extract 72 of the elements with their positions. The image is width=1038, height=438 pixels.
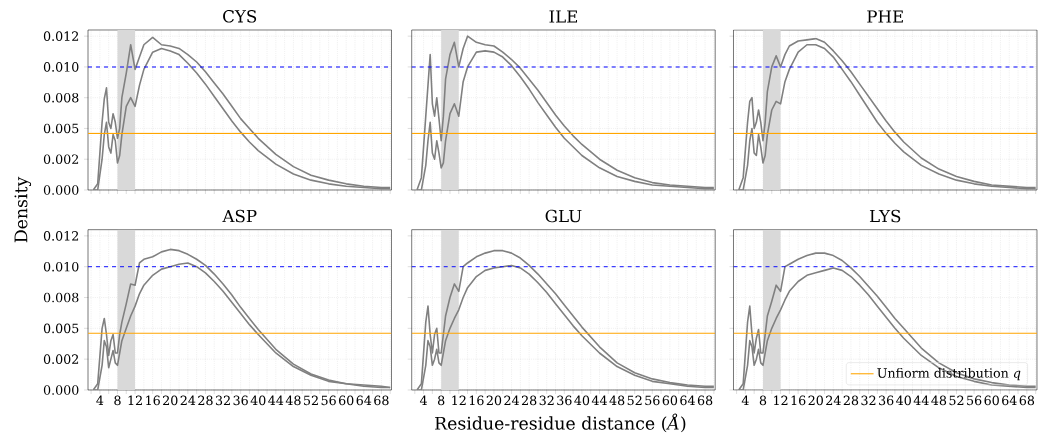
x-tick-label: 28 (843, 395, 859, 406)
x-tick-label: 8 (114, 395, 121, 406)
y-tick-label: 0.000 (43, 185, 79, 195)
y-tick-label: 0.010 (43, 261, 79, 272)
x-tick-label: 60 (984, 395, 999, 406)
chart-title: LYS (869, 209, 901, 223)
x-tick-label: 24 (180, 395, 196, 405)
x-tick-label: 60 (338, 395, 354, 406)
x-tick-label: 8 (438, 395, 445, 406)
y-tick-label: 0.000 (43, 385, 79, 395)
x-tick-label: 16 (469, 395, 484, 406)
x-tick-label: 32 (861, 395, 876, 406)
chart-title: PHE (867, 10, 903, 23)
x-tick-label: 4 (419, 395, 427, 405)
y-tick-label: 0.002 (43, 354, 79, 364)
x-tick-label: 32 (215, 395, 230, 406)
x-tick-label: 40 (896, 395, 911, 406)
x-tick-label: 16 (791, 395, 806, 406)
x-tick-label: 24 (826, 395, 841, 405)
y-tick-label: 0.005 (43, 323, 79, 334)
chart-title: ASP (222, 209, 257, 223)
x-tick-label: 48 (931, 395, 947, 406)
x-tick-label: 28 (521, 395, 537, 406)
chart-title: CYS (223, 10, 257, 23)
x-tick-label: 40 (250, 395, 266, 406)
legend-label: Unfiorm distribution q (877, 367, 1021, 381)
x-tick-label: 44 (591, 395, 607, 405)
x-tick-label: 68 (374, 395, 389, 406)
x-tick-label: 60 (662, 395, 678, 406)
x-tick-label: 64 (1002, 395, 1017, 406)
y-tick-label: 0.012 (43, 231, 79, 241)
x-tick-label: 52 (949, 395, 964, 406)
x-tick-label: 64 (356, 395, 372, 406)
x-tick-label: 12 (452, 395, 466, 405)
y-tick-label: 0.012 (43, 31, 79, 41)
x-tick-label: 20 (808, 395, 823, 406)
x-tick-label: 4 (741, 395, 749, 405)
x-tick-label: 4 (96, 395, 104, 405)
y-tick-label: 0.008 (43, 92, 79, 103)
x-tick-label: 48 (285, 395, 301, 406)
x-tick-label: 56 (321, 395, 336, 406)
x-tick-label: 44 (913, 395, 929, 405)
x-tick-label: 40 (574, 395, 590, 406)
y-axis-title: Density (14, 176, 32, 243)
x-tick-label: 36 (233, 395, 248, 406)
x-tick-label: 56 (967, 395, 982, 406)
x-tick-label: 48 (609, 395, 625, 406)
x-tick-label: 68 (1019, 395, 1035, 406)
x-tick-label: 44 (268, 395, 284, 405)
x-tick-label: 20 (163, 395, 178, 406)
x-tick-label: 20 (486, 395, 502, 406)
x-axis-title: Residue-residue distance (Å) (435, 413, 686, 433)
x-tick-label: 68 (697, 395, 713, 406)
x-tick-label: 28 (198, 395, 213, 406)
x-tick-label: 52 (304, 395, 318, 406)
x-tick-label: 52 (627, 395, 642, 406)
y-tick-label: 0.002 (43, 154, 79, 165)
x-tick-label: 64 (680, 395, 695, 406)
x-tick-label: 36 (879, 395, 894, 406)
y-tick-label: 0.005 (43, 123, 79, 134)
chart-title: ILE (549, 10, 578, 23)
chart-title: GLU (545, 209, 582, 223)
x-tick-label: 32 (539, 395, 554, 406)
x-tick-label: 56 (645, 395, 660, 406)
x-tick-label: 12 (128, 395, 142, 405)
x-tick-label: 12 (774, 395, 788, 405)
x-tick-label: 24 (504, 395, 519, 405)
x-tick-label: 36 (557, 395, 572, 406)
x-tick-label: 8 (759, 395, 767, 406)
y-tick-label: 0.008 (43, 292, 79, 303)
y-tick-label: 0.010 (43, 62, 79, 72)
x-tick-label: 16 (146, 395, 160, 406)
